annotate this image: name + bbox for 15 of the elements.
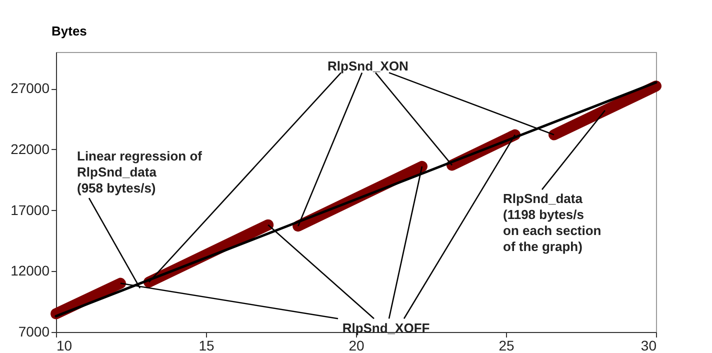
y-axis-title: Bytes bbox=[52, 24, 87, 38]
x-tick-label: 25 bbox=[498, 338, 514, 353]
annotation: RlpSnd_data (1198 bytes/s on each section of the graph) bbox=[503, 191, 602, 254]
x-tick-label: 10 bbox=[56, 338, 72, 353]
annotation: RlpSnd_XON bbox=[328, 58, 408, 74]
y-tick-label: 12000 bbox=[10, 262, 50, 279]
x-tick-label: 30 bbox=[640, 338, 657, 353]
x-tick-label: 20 bbox=[348, 338, 364, 353]
x-tick-label: 15 bbox=[198, 338, 214, 353]
y-tick-label: 22000 bbox=[10, 140, 50, 157]
y-tick-label: 27000 bbox=[10, 80, 50, 96]
annotation: Linear regression of RlpSnd_data (958 bytes/s) bbox=[77, 148, 203, 196]
y-tick-label: 7000 bbox=[18, 324, 50, 340]
y-tick-label: 17000 bbox=[10, 202, 50, 218]
annotation: RlpSnd_XOFF bbox=[342, 320, 430, 336]
